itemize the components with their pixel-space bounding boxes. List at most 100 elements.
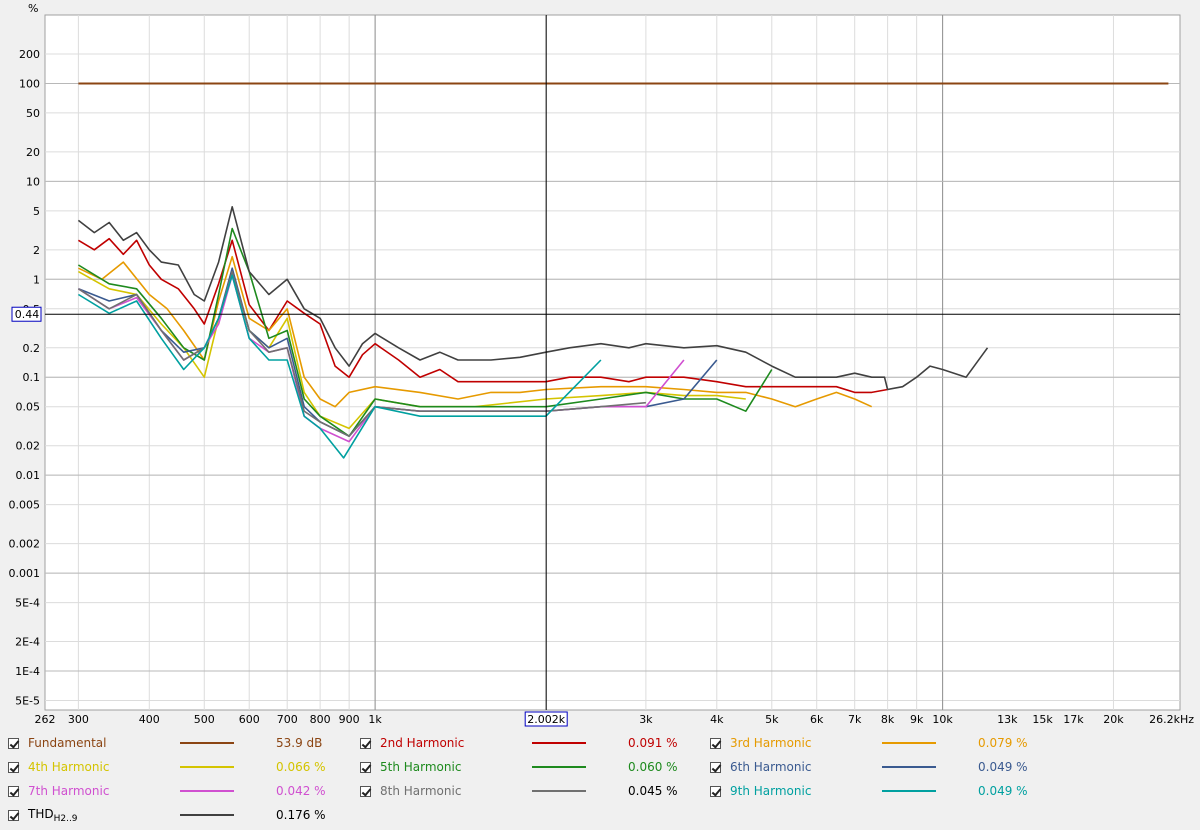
y-tick-label: 10 [26, 175, 40, 188]
legend-series-name: THDH2..9 [28, 806, 78, 824]
legend-series-name: 6th Harmonic [730, 760, 812, 774]
y-tick-label: 5 [33, 205, 40, 218]
cursor-x-readout-box [524, 711, 568, 727]
series-checkbox[interactable] [710, 785, 721, 797]
series-line-thdh2-9 [77, 206, 989, 391]
legend-line-swatch [532, 742, 586, 744]
legend-series-name: 7th Harmonic [28, 784, 110, 798]
y-tick-label: 100 [19, 77, 40, 90]
legend-line-swatch [532, 766, 586, 768]
series-checkbox[interactable] [8, 761, 19, 773]
x-tick-label: 8k [881, 713, 895, 726]
legend-series-name: 4th Harmonic [28, 760, 110, 774]
series-line-9th-harmonic [77, 274, 602, 459]
y-tick-label: 0.001 [9, 567, 41, 580]
y-tick-label: 0.01 [16, 469, 41, 482]
legend-line-swatch [180, 790, 234, 792]
legend-item: THDH2..9 0.176 % [0, 805, 340, 825]
x-tick-label: 13k [997, 713, 1018, 726]
series-checkbox[interactable] [8, 785, 19, 797]
x-tick-label: 26.2kHz [1149, 713, 1194, 726]
legend-line-swatch [882, 766, 936, 768]
legend-item: 8th Harmonic 0.045 % [352, 781, 692, 801]
legend-series-value: 0.060 % [628, 760, 678, 774]
legend-item: 5th Harmonic 0.060 % [352, 757, 692, 777]
legend-item: 2nd Harmonic 0.091 % [352, 733, 692, 753]
legend-line-swatch [180, 766, 234, 768]
legend-item: 3rd Harmonic 0.079 % [702, 733, 1042, 753]
series-line-3rd-harmonic [78, 255, 873, 408]
series-checkbox[interactable] [360, 761, 371, 773]
y-tick-label: 2 [33, 244, 40, 257]
x-tick-label: 600 [239, 713, 260, 726]
legend-item: 9th Harmonic 0.049 % [702, 781, 1042, 801]
cursor-y-readout-box [11, 306, 42, 322]
x-tick-label: 800 [310, 713, 331, 726]
x-tick-label: 400 [139, 713, 160, 726]
y-tick-label: 0.002 [9, 538, 41, 551]
series-checkbox[interactable] [710, 761, 721, 773]
x-tick-label: 500 [194, 713, 215, 726]
x-tick-label: 300 [68, 713, 89, 726]
y-tick-label: 0.2 [23, 342, 41, 355]
legend-line-swatch [882, 790, 936, 792]
y-tick-label: 5E-4 [15, 597, 40, 610]
y-tick-label: 0.1 [23, 371, 41, 384]
series-line-2nd-harmonic [77, 237, 888, 394]
x-tick-label: 3k [639, 713, 653, 726]
legend-line-swatch [882, 742, 936, 744]
legend-series-name: 3rd Harmonic [730, 736, 812, 750]
x-tick-label: 7k [848, 713, 862, 726]
legend-item: 6th Harmonic 0.049 % [702, 757, 1042, 777]
series-checkbox[interactable] [8, 809, 19, 821]
legend-item: 4th Harmonic 0.066 % [0, 757, 340, 777]
legend-series-name: 9th Harmonic [730, 784, 812, 798]
legend-series-value: 0.079 % [978, 736, 1028, 750]
legend-series-value: 0.091 % [628, 736, 678, 750]
x-tick-label: 20k [1103, 713, 1124, 726]
y-axis-label: % [28, 2, 38, 15]
legend-series-name: Fundamental [28, 736, 107, 750]
legend-series-value: 0.049 % [978, 784, 1028, 798]
y-tick-label: 1E-4 [15, 665, 40, 678]
y-tick-label: 0.005 [9, 499, 41, 512]
x-tick-label: 1k [368, 713, 382, 726]
distortion-chart[interactable]: 2001005020105210.50.20.10.050.020.010.00… [0, 0, 1200, 730]
legend-series-value: 0.066 % [276, 760, 326, 774]
y-tick-label: 1 [33, 273, 40, 286]
legend: Fundamental 53.9 dB 2nd Harmonic 0.091 % 3rd… [0, 733, 1200, 830]
series-checkbox[interactable] [360, 737, 371, 749]
legend-series-name: 5th Harmonic [380, 760, 462, 774]
legend-series-name: 2nd Harmonic [380, 736, 465, 750]
legend-item: 7th Harmonic 0.042 % [0, 781, 340, 801]
y-tick-label: 200 [19, 48, 40, 61]
legend-line-swatch [180, 742, 234, 744]
legend-line-swatch [180, 814, 234, 816]
legend-item: Fundamental 53.9 dB [0, 733, 340, 753]
legend-line-swatch [532, 790, 586, 792]
x-tick-label: 17k [1063, 713, 1084, 726]
y-tick-label: 20 [26, 146, 40, 159]
y-tick-label: 5E-5 [15, 695, 40, 708]
series-checkbox[interactable] [8, 737, 19, 749]
x-tick-label: 5k [765, 713, 779, 726]
y-tick-label: 0.05 [16, 401, 41, 414]
cursor-y-readout: 0.44 [15, 308, 40, 321]
x-tick-label: 6k [810, 713, 824, 726]
legend-series-value: 0.045 % [628, 784, 678, 798]
x-tick-label: 700 [277, 713, 298, 726]
x-tick-label: 9k [910, 713, 924, 726]
x-tick-label: 15k [1032, 713, 1053, 726]
x-tick-label: 900 [339, 713, 360, 726]
y-tick-label: 50 [26, 107, 40, 120]
legend-series-value: 53.9 dB [276, 736, 323, 750]
series-checkbox[interactable] [360, 785, 371, 797]
legend-series-value: 0.176 % [276, 808, 326, 822]
x-tick-label: 262 [35, 713, 56, 726]
series-checkbox[interactable] [710, 737, 721, 749]
x-tick-label: 10k [932, 713, 953, 726]
legend-series-name: 8th Harmonic [380, 784, 462, 798]
series-line-4th-harmonic [78, 270, 746, 430]
x-tick-label: 4k [710, 713, 724, 726]
legend-series-value: 0.042 % [276, 784, 326, 798]
